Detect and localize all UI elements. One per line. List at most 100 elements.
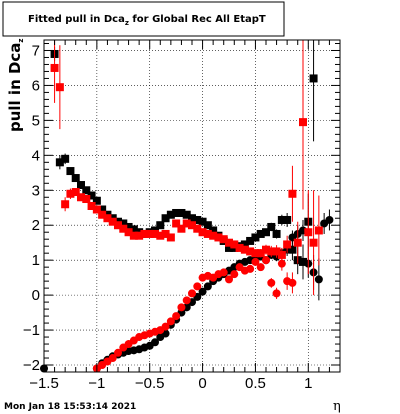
data-point-square — [230, 240, 239, 249]
data-point-square — [203, 221, 212, 230]
data-point-circle — [161, 322, 170, 331]
data-point-square — [262, 228, 270, 237]
data-point-square — [61, 154, 70, 163]
data-point-square — [66, 167, 75, 176]
data-point-square — [124, 222, 133, 231]
data-point-square — [256, 249, 265, 258]
data-point-circle — [114, 348, 122, 357]
axis-ticks — [43, 40, 341, 373]
data-point-square — [129, 225, 138, 234]
data-point-square — [55, 158, 64, 167]
data-point-square — [55, 83, 64, 92]
data-point-circle — [325, 215, 334, 224]
data-point-square — [77, 181, 85, 190]
data-point-square — [193, 224, 202, 233]
data-point-square — [156, 221, 165, 230]
data-point-square — [140, 229, 149, 238]
data-point-circle — [182, 296, 191, 305]
data-point-square — [256, 229, 265, 238]
data-point-square — [225, 243, 233, 252]
data-point-square — [124, 228, 133, 237]
data-point-square — [214, 233, 223, 242]
data-point-square — [50, 63, 59, 72]
data-point-circle — [272, 289, 281, 298]
x-tick-label: −1 — [88, 375, 105, 392]
y-tick-label: 1 — [32, 252, 40, 269]
data-point-square — [240, 245, 249, 254]
data-point-square — [114, 221, 122, 230]
data-point-circle — [193, 282, 202, 291]
data-point-square — [203, 229, 212, 238]
y-tick-label: 2 — [32, 217, 40, 234]
data-point-square — [129, 231, 138, 240]
y-tick-label: 6 — [32, 77, 40, 94]
data-point-square — [119, 224, 128, 233]
axis-tick-labels: −1.5 −1 −0.5 0 0.5 1 −2 −1 0 1 2 3 4 5 6 7 — [23, 42, 313, 392]
data-point-square — [304, 228, 313, 237]
x-tick-label: 0.5 — [245, 375, 266, 392]
data-point-square — [177, 224, 186, 233]
y-tick-label: 5 — [32, 112, 40, 129]
data-point-square — [87, 191, 96, 200]
data-point-circle — [203, 282, 212, 291]
y-axis-label-main: pull in Dca — [6, 43, 24, 132]
data-point-square — [188, 221, 196, 230]
data-point-square — [283, 240, 292, 249]
data-point-square — [66, 189, 75, 198]
data-point-circle — [108, 354, 117, 363]
data-point-square — [98, 205, 107, 214]
data-point-circle — [314, 275, 323, 284]
chart-title: Fitted pull in Dcaz for Global Rec All E… — [28, 14, 266, 27]
x-tick-label: −0.5 — [135, 375, 165, 392]
data-point-square — [198, 228, 207, 237]
chart-title-main: Fitted pull in Dca — [28, 14, 125, 25]
data-point-circle — [198, 287, 207, 296]
y-tick-label: 4 — [32, 147, 40, 164]
data-point-circle — [251, 257, 260, 266]
data-point-square — [309, 74, 318, 83]
data-point-square — [161, 214, 170, 223]
data-point-square — [119, 219, 128, 228]
data-point-square — [92, 205, 101, 214]
data-markers — [40, 40, 334, 373]
data-point-square — [82, 195, 91, 204]
data-point-circle — [166, 317, 175, 326]
data-point-square — [288, 189, 297, 198]
data-point-circle — [288, 278, 297, 287]
data-point-square — [267, 222, 276, 231]
data-point-square — [251, 249, 260, 258]
x-axis-label: η — [333, 399, 341, 414]
data-point-circle — [151, 338, 159, 347]
data-point-square — [288, 245, 297, 254]
data-point-square — [188, 214, 196, 223]
data-point-circle — [277, 259, 286, 268]
data-point-square — [61, 200, 70, 209]
data-point-square — [299, 118, 307, 127]
data-point-square — [166, 233, 175, 242]
data-point-square — [172, 219, 181, 228]
chart-title-subscript: z — [125, 19, 129, 27]
data-point-square — [193, 215, 202, 224]
data-point-circle — [219, 268, 228, 277]
data-point-square — [246, 236, 255, 245]
data-point-square — [71, 174, 80, 183]
data-point-square — [277, 250, 286, 259]
data-point-square — [172, 208, 181, 217]
title-box: Fitted pull in Dcaz for Global Rec All E… — [2, 1, 285, 37]
y-axis-label-subscript: z — [17, 38, 25, 42]
title-box-frame — [2, 1, 285, 37]
data-point-square — [98, 210, 107, 219]
data-point-square — [225, 238, 233, 247]
data-point-square — [77, 193, 85, 202]
data-point-circle — [267, 278, 276, 287]
data-point-square — [103, 214, 112, 223]
data-point-square — [71, 188, 80, 197]
data-point-circle — [262, 256, 270, 265]
data-point-square — [166, 210, 175, 219]
data-point-circle — [256, 263, 265, 272]
data-point-square — [246, 247, 255, 256]
data-point-square — [82, 186, 91, 195]
chart-title-rest: for Global Rec All EtapT — [129, 14, 266, 25]
data-point-square — [277, 215, 286, 224]
data-point-square — [87, 202, 96, 210]
